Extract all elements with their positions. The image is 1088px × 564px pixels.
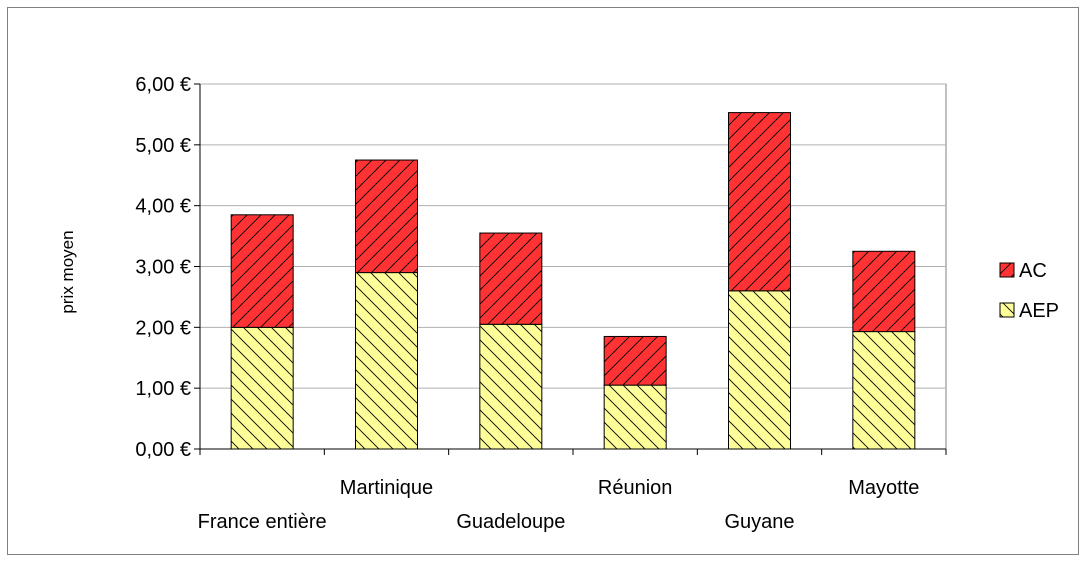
bar-aep-4 xyxy=(728,290,791,450)
legend-label-ac: AC xyxy=(1019,260,1047,282)
bars xyxy=(230,112,916,450)
y-tick-labels: 0,00 € 1,00 € 2,00 € 3,00 € 4,00 € 5,00 € 6,00… xyxy=(135,74,191,461)
legend: AC AEP xyxy=(999,260,1059,322)
bar-ac-0 xyxy=(230,214,294,328)
bar-ac-4 xyxy=(728,112,791,292)
bar-ac-3 xyxy=(603,335,667,386)
y-tick-label: 3,00 € xyxy=(135,257,191,279)
legend-label-aep: AEP xyxy=(1019,300,1059,322)
bar-aep-2 xyxy=(479,323,543,450)
bar-aep-5 xyxy=(852,331,916,450)
bar-ac-2 xyxy=(479,232,543,325)
y-tick-label: 4,00 € xyxy=(135,196,191,218)
bar-ac-1 xyxy=(355,159,418,274)
y-axis-title: prix moyen xyxy=(58,230,77,313)
x-category-label: Martinique xyxy=(340,477,433,499)
x-category-label: Mayotte xyxy=(848,477,919,499)
legend-swatch-ac xyxy=(999,262,1015,278)
bar-aep-0 xyxy=(230,326,294,450)
y-tick-label: 5,00 € xyxy=(135,135,191,157)
y-tick-label: 0,00 € xyxy=(135,439,191,461)
x-category-label: Guyane xyxy=(724,511,794,533)
bar-ac-5 xyxy=(852,250,916,333)
y-tick-label: 1,00 € xyxy=(135,378,191,400)
x-category-label: France entière xyxy=(198,511,327,533)
x-category-label: Guadeloupe xyxy=(456,511,565,533)
gridlines xyxy=(199,83,947,450)
axes xyxy=(194,83,947,455)
y-tick-label: 6,00 € xyxy=(135,74,191,96)
x-category-labels: France entière Martinique Guadeloupe Réunio… xyxy=(198,477,920,533)
legend-swatch-aep xyxy=(999,302,1015,318)
bar-aep-1 xyxy=(355,272,418,450)
x-category-label: Réunion xyxy=(598,477,673,499)
bar-aep-3 xyxy=(603,384,667,450)
y-tick-label: 2,00 € xyxy=(135,317,191,339)
